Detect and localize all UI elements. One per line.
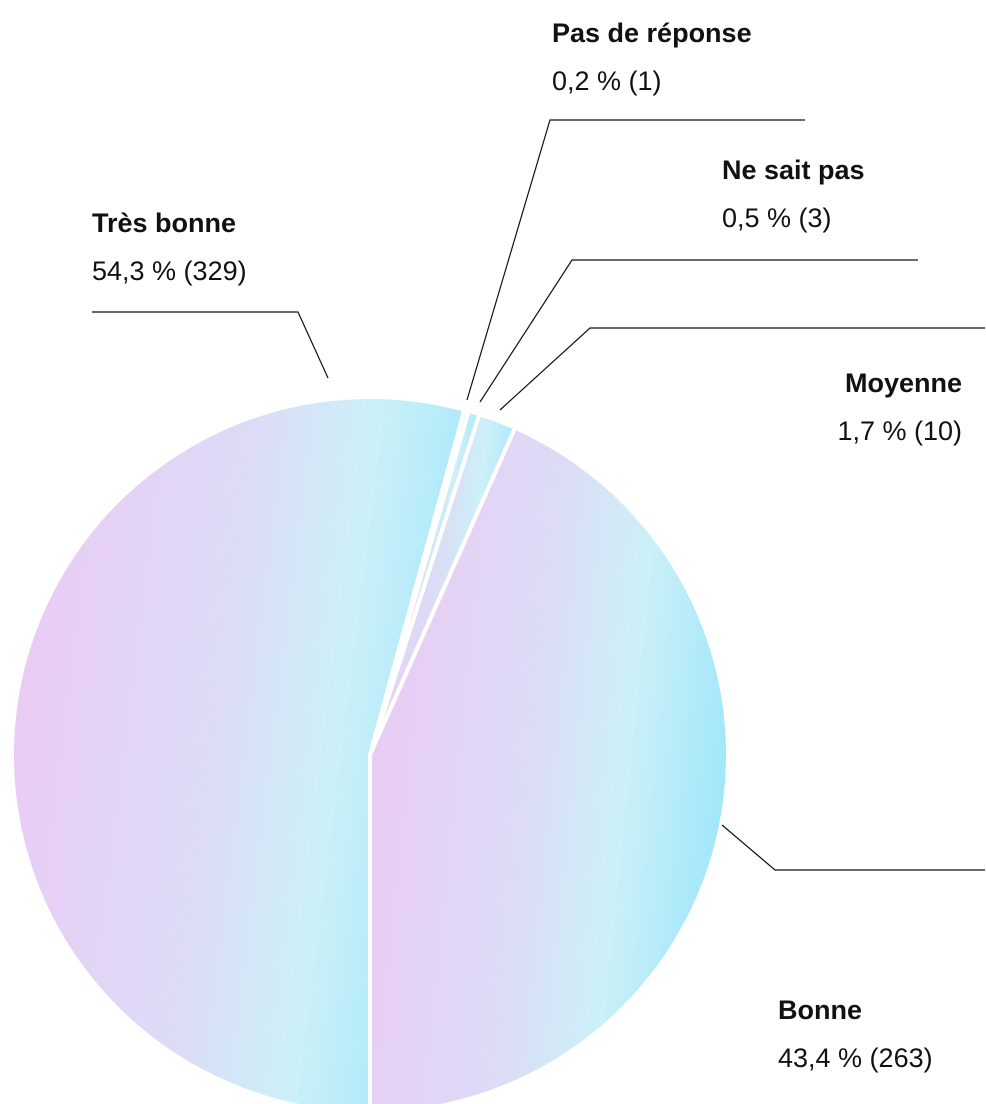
slice-value-label: 1,7 % (10) bbox=[837, 416, 962, 446]
slice-value-label: 43,4 % (263) bbox=[778, 1043, 933, 1073]
slice-value-label: 0,5 % (3) bbox=[722, 203, 832, 233]
slice-label: Très bonne bbox=[92, 208, 236, 238]
leader-line bbox=[92, 311, 329, 379]
slice-label: Ne sait pas bbox=[722, 155, 865, 185]
slice-value-label: 0,2 % (1) bbox=[552, 66, 662, 96]
slice-label: Moyenne bbox=[845, 368, 962, 398]
pie-slice bbox=[368, 425, 730, 1104]
leader-line bbox=[721, 824, 985, 871]
pie-slice bbox=[10, 395, 467, 1104]
leader-line bbox=[466, 119, 805, 401]
slice-label: Bonne bbox=[778, 995, 862, 1025]
leader-line bbox=[499, 327, 985, 411]
leader-line bbox=[479, 259, 918, 403]
slice-label: Pas de réponse bbox=[552, 18, 752, 48]
slice-value-label: 54,3 % (329) bbox=[92, 256, 247, 286]
